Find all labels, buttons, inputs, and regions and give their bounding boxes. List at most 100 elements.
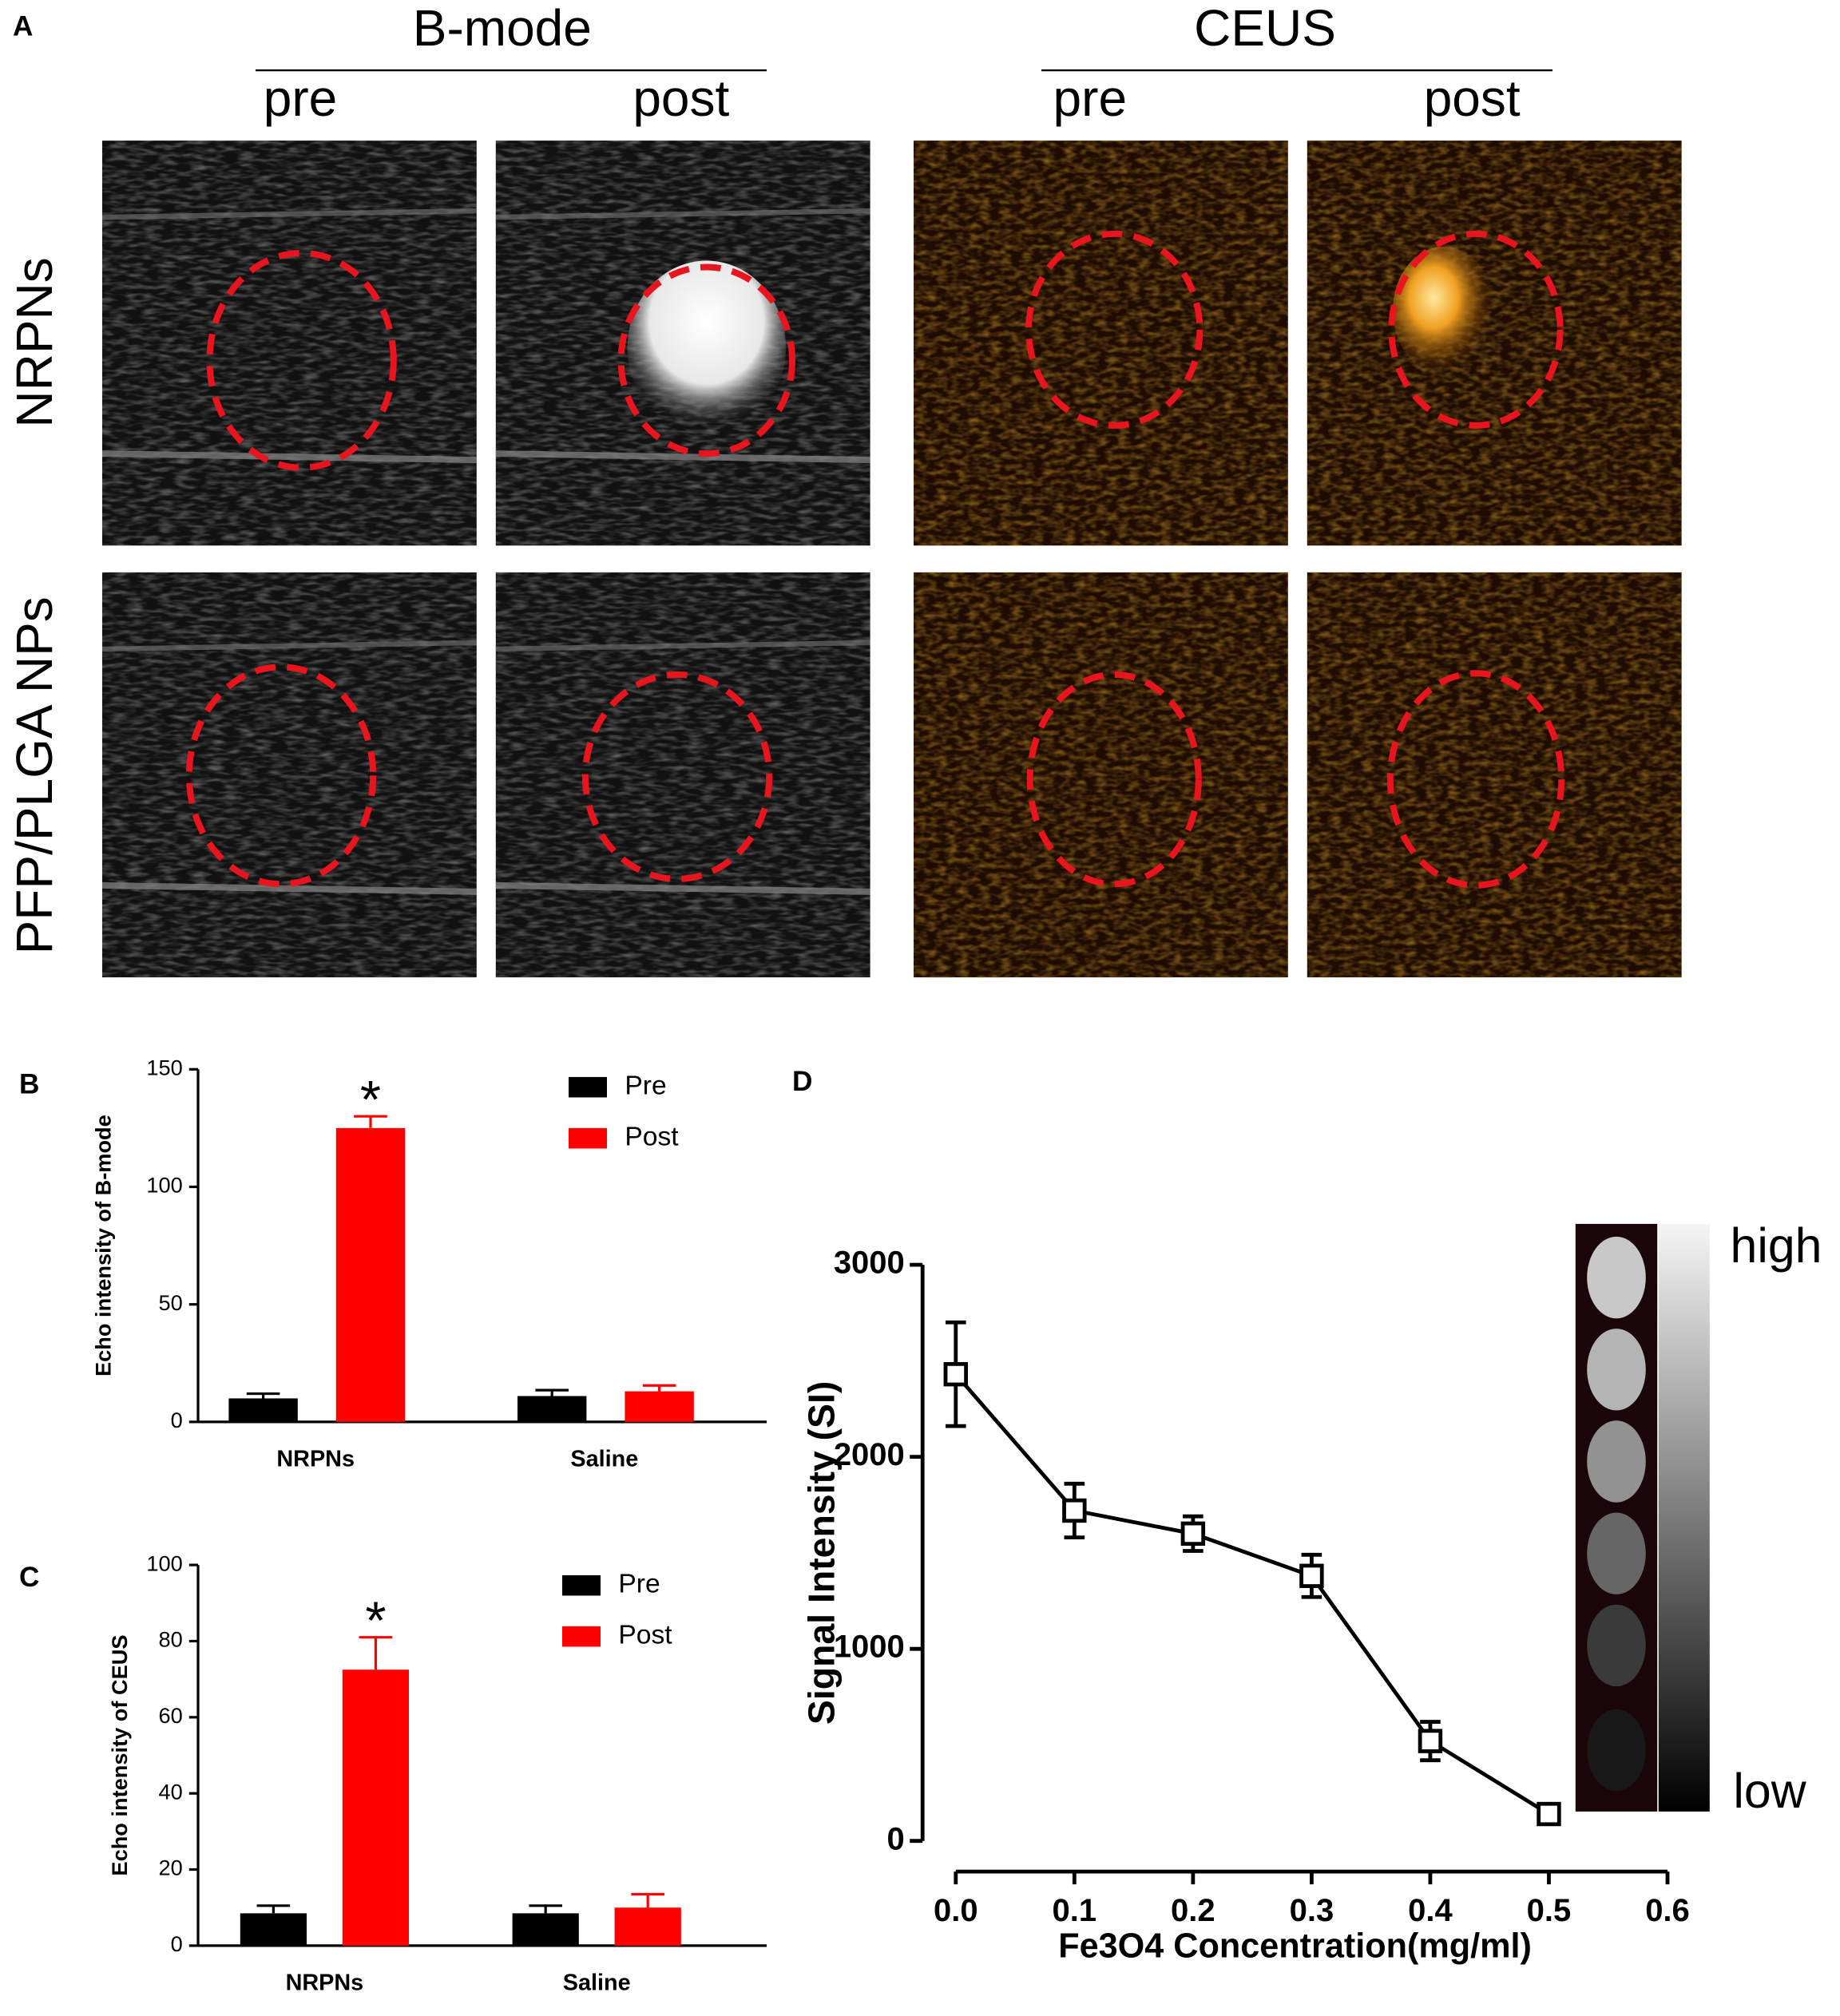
bar <box>228 1398 298 1422</box>
y-tick-label: 100 <box>146 1173 182 1198</box>
speckle <box>102 141 477 546</box>
speckle <box>102 572 477 978</box>
contrast-signal <box>1393 246 1495 374</box>
tissue-echo <box>101 640 477 652</box>
legend-label: Pre <box>618 1570 660 1599</box>
column-title: pre <box>264 69 338 127</box>
legend-swatch <box>569 1127 607 1149</box>
y-tick-label: 150 <box>146 1055 182 1079</box>
phantom <box>1587 1709 1646 1792</box>
column-title: pre <box>1053 69 1128 127</box>
group-title: CEUS <box>1194 0 1336 57</box>
y-tick-label: 50 <box>159 1290 183 1315</box>
error-bar <box>246 1392 280 1399</box>
bar <box>625 1391 694 1422</box>
error-bar <box>354 1115 387 1128</box>
gray-scale-bar <box>1658 1223 1710 1812</box>
x-tick-label: 0.0 <box>934 1893 978 1928</box>
y-axis-label: Signal Intensity (SI) <box>800 1381 842 1725</box>
column-title: post <box>1424 69 1521 127</box>
y-tick-label: 80 <box>159 1627 183 1652</box>
phantom <box>1587 1604 1646 1687</box>
roi-outline <box>185 663 377 888</box>
roi-outline <box>1026 671 1202 888</box>
x-axis-label: Fe3O4 Concentration(mg/ml) <box>1058 1927 1532 1966</box>
row-title: PFP/PLGA NPs <box>6 596 63 954</box>
error-bar <box>642 1384 676 1392</box>
y-axis-label: Echo intensity of CEUS <box>107 1634 132 1875</box>
y-tick-label: 3000 <box>834 1246 905 1281</box>
speckle <box>914 141 1288 546</box>
panel-label: C <box>19 1562 39 1593</box>
error-bar <box>256 1904 291 1914</box>
x-tick-label: NRPNs <box>276 1447 355 1472</box>
bar <box>518 1396 587 1422</box>
x-tick-label: 0.1 <box>1053 1893 1097 1928</box>
bar <box>512 1913 579 1946</box>
roi-outline <box>1388 230 1564 429</box>
y-tick-label: 0 <box>887 1821 905 1856</box>
row-title: NRPNs <box>6 257 63 427</box>
scale-label: high <box>1731 1218 1822 1273</box>
roi-outline <box>1386 670 1565 889</box>
phantom <box>1587 1236 1646 1319</box>
data-point <box>1537 1801 1561 1827</box>
speckle <box>1307 141 1682 546</box>
data-point <box>1418 1729 1443 1753</box>
panel-label: B <box>19 1068 39 1099</box>
bar <box>614 1907 681 1946</box>
legend-label: Pre <box>625 1071 666 1101</box>
speckle <box>495 572 870 978</box>
x-tick-label: NRPNs <box>286 1970 364 1996</box>
tissue-echo <box>101 450 477 464</box>
x-tick-label: 0.2 <box>1171 1893 1215 1928</box>
phantom <box>1587 1329 1646 1411</box>
error-bar <box>529 1904 562 1914</box>
phantom <box>1587 1420 1646 1503</box>
error-bar <box>631 1892 664 1908</box>
y-tick-label: 60 <box>159 1703 183 1728</box>
y-tick-label: 0 <box>171 1408 183 1432</box>
tissue-echo <box>495 881 870 895</box>
legend-label: Post <box>625 1123 679 1152</box>
y-tick-label: 40 <box>159 1779 183 1804</box>
legend-label: Post <box>618 1621 672 1650</box>
panel-label: A <box>13 11 33 42</box>
y-tick-label: 0 <box>171 1931 183 1956</box>
y-axis-label: Echo intensity of B-mode <box>90 1115 115 1376</box>
x-tick-label: 0.4 <box>1408 1893 1453 1928</box>
data-point <box>1180 1521 1206 1547</box>
mri-inset <box>1575 1223 1710 1812</box>
error-bar <box>359 1636 393 1670</box>
bar <box>342 1669 409 1946</box>
tissue-echo <box>495 208 870 220</box>
speckle <box>914 572 1288 978</box>
tissue-echo <box>101 208 477 220</box>
tissue-echo <box>101 881 477 895</box>
significance-mark: * <box>360 1070 381 1130</box>
y-tick-label: 100 <box>146 1551 182 1575</box>
legend-swatch <box>562 1574 601 1596</box>
x-tick-label: Saline <box>563 1970 631 1996</box>
data-point <box>1299 1563 1324 1588</box>
x-tick-label: 0.3 <box>1290 1893 1334 1928</box>
significance-mark: * <box>365 1590 386 1650</box>
contrast-signal <box>627 260 786 435</box>
group-title: B-mode <box>413 0 592 57</box>
panel-a: A B-mode pre post CEUS pre post NRPNs PF… <box>6 0 1682 978</box>
x-tick-label: 0.5 <box>1527 1893 1572 1928</box>
roi-outline <box>1025 230 1204 429</box>
bar <box>240 1913 307 1946</box>
y-tick-label: 2000 <box>834 1437 905 1472</box>
x-tick-label: 0.6 <box>1645 1893 1690 1928</box>
roi-outline <box>206 249 397 471</box>
scale-label: low <box>1733 1764 1806 1818</box>
roi-outline <box>617 263 796 457</box>
phantom <box>1587 1512 1646 1594</box>
speckle <box>1307 572 1682 978</box>
tissue-echo <box>495 450 870 464</box>
legend-swatch <box>569 1076 607 1098</box>
x-tick-label: Saline <box>570 1447 638 1472</box>
